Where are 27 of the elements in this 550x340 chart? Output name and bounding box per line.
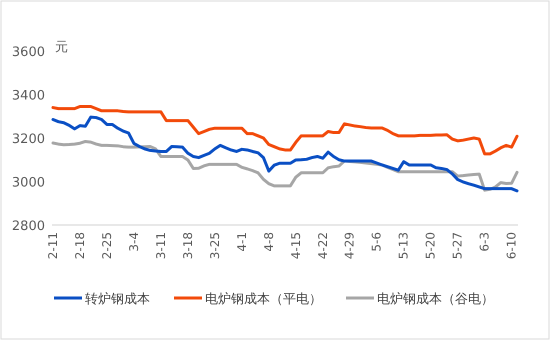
x-tick-label: 6-10 (504, 232, 519, 260)
x-tick-label: 4-8 (262, 232, 276, 252)
x-tick-label: 5-20 (424, 232, 438, 260)
x-tick-label: 4-15 (288, 232, 303, 260)
y-tick-label: 3400 (12, 88, 45, 104)
x-tick-label: 2-11 (46, 232, 60, 260)
legend-label: 电炉钢成本（谷电） (377, 292, 494, 307)
x-tick-label: 4-29 (342, 232, 357, 260)
x-tick-label: 5-6 (370, 232, 384, 252)
x-tick-label: 3-4 (126, 232, 141, 252)
x-tick-label: 5-13 (396, 232, 411, 260)
legend-label: 电炉钢成本（平电） (205, 292, 322, 307)
x-tick-label: 3-25 (208, 232, 222, 260)
y-tick-label: 3600 (12, 45, 45, 60)
y-axis-title: 元 (55, 40, 68, 55)
y-tick-label: 3000 (12, 176, 45, 190)
x-tick-label: 4-22 (316, 232, 330, 260)
x-tick-label: 5-27 (450, 232, 465, 260)
x-tick-label: 3-18 (180, 232, 195, 260)
x-tick-label: 4-1 (234, 232, 249, 252)
x-tick-label: 2-25 (100, 232, 114, 260)
x-tick-label: 2-18 (72, 232, 87, 260)
legend-label: 转炉钢成本 (85, 292, 150, 307)
y-tick-label: 3200 (12, 132, 45, 147)
x-tick-label: 3-11 (154, 232, 168, 260)
x-tick-label: 6-3 (478, 232, 492, 252)
y-tick-label: 2800 (12, 219, 45, 234)
